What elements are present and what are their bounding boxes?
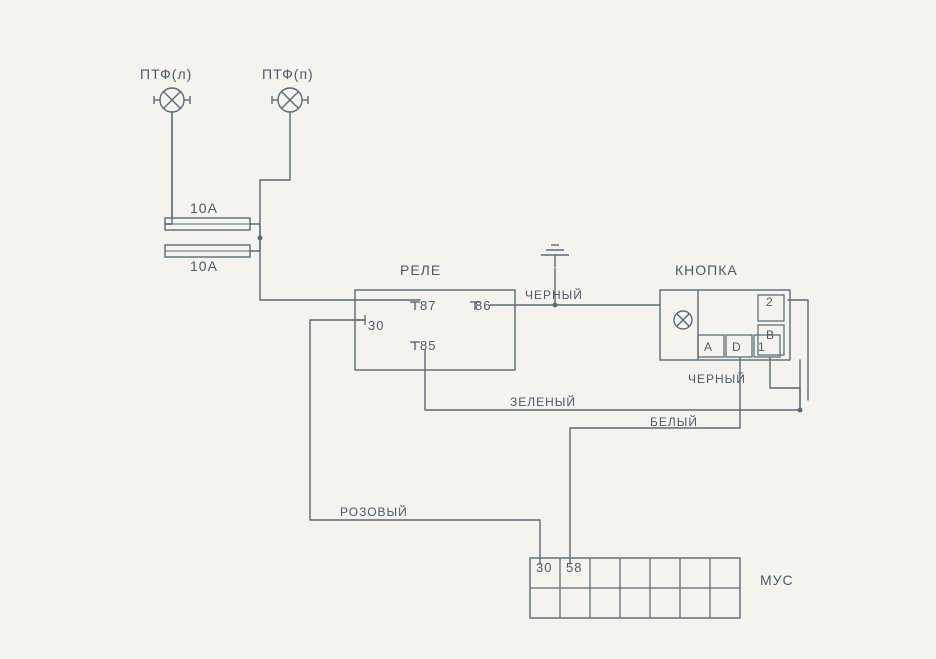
label-ptf-left: ПТФ(л) [140,66,192,82]
label-ptf-right: ПТФ(п) [262,66,314,82]
label-relay-85: 85 [420,338,436,353]
label-button-title: КНОПКА [675,262,738,278]
schematic-canvas [0,0,936,659]
label-btn-D: D [732,340,742,354]
label-wire-white: БЕЛЫЙ [650,415,698,429]
label-btn-2: 2 [766,295,774,309]
label-relay-title: РЕЛЕ [400,262,441,278]
label-wire-pink: РОЗОВЫЙ [340,505,408,519]
label-fuse-bot: 10А [190,258,218,274]
label-relay-30: 30 [368,318,384,333]
label-relay-86: 86 [475,298,491,313]
label-mus-title: МУС [760,572,794,588]
label-relay-87: 87 [420,298,436,313]
label-btn-1: 1 [758,340,766,354]
label-fuse-top: 10А [190,200,218,216]
label-wire-black-top: ЧЕРНЫЙ [525,288,583,302]
label-btn-A: А [704,340,713,354]
label-wire-black-mid: ЧЕРНЫЙ [688,372,746,386]
label-mus-30: 30 [536,560,552,575]
label-mus-58: 58 [566,560,582,575]
label-wire-green: ЗЕЛЕНЫЙ [510,395,576,409]
label-btn-B: В [766,328,775,342]
